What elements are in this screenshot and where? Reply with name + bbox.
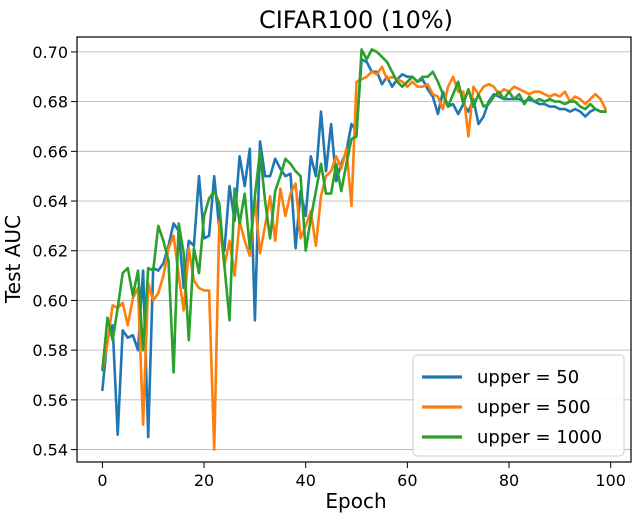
y-axis-ticks: 0.54 0.56 0.58 0.60 0.62 0.64 0.66 0.68 0.70 bbox=[32, 43, 77, 460]
x-axis-ticks: 0 20 40 60 80 100 bbox=[97, 462, 626, 490]
y-tick-label: 0.68 bbox=[32, 93, 68, 112]
chart-title: CIFAR100 (10%) bbox=[259, 6, 453, 34]
x-tick-label: 0 bbox=[97, 471, 107, 490]
series-line-3 bbox=[101, 48, 607, 374]
y-tick-label: 0.64 bbox=[32, 192, 68, 211]
y-tick-label: 0.70 bbox=[32, 43, 68, 62]
y-axis-label: Test AUC bbox=[1, 215, 25, 304]
x-tick-label: 40 bbox=[296, 471, 316, 490]
y-tick-label: 0.62 bbox=[32, 242, 68, 261]
plot-frame bbox=[76, 36, 632, 463]
x-tick-label: 80 bbox=[499, 471, 519, 490]
y-tick-label: 0.66 bbox=[32, 142, 68, 161]
x-axis-label: Epoch bbox=[325, 489, 386, 513]
y-tick-label: 0.54 bbox=[32, 441, 68, 460]
x-tick-label: 20 bbox=[194, 471, 214, 490]
y-tick-label: 0.56 bbox=[32, 391, 68, 410]
x-tick-label: 60 bbox=[397, 471, 417, 490]
x-tick-label: 100 bbox=[595, 471, 626, 490]
legend-label-2: upper = 500 bbox=[477, 397, 591, 418]
series-lines bbox=[101, 48, 607, 451]
legend-label-3: upper = 1000 bbox=[477, 427, 602, 448]
legend-label-1: upper = 50 bbox=[477, 367, 579, 388]
y-tick-label: 0.60 bbox=[32, 291, 68, 310]
y-tick-label: 0.58 bbox=[32, 341, 68, 360]
legend: upper = 50 upper = 500 upper = 1000 bbox=[412, 354, 625, 457]
legend-box bbox=[412, 354, 625, 457]
